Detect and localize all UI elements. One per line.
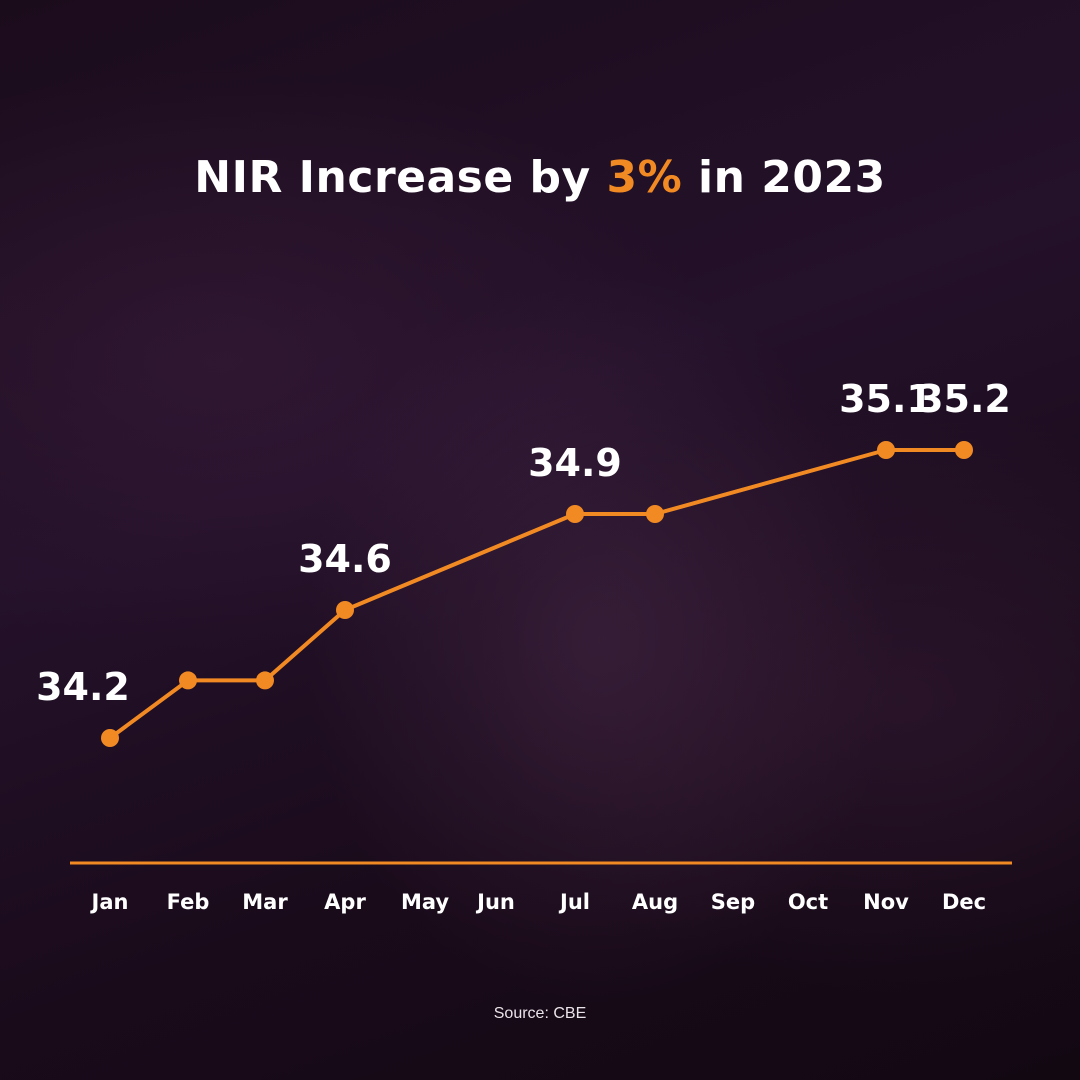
- x-tick-label: Feb: [167, 890, 210, 914]
- data-label: 34.2: [36, 665, 130, 709]
- x-tick-label: Mar: [242, 890, 288, 914]
- data-point: [646, 505, 664, 523]
- data-point: [179, 671, 197, 690]
- x-tick-label: Jan: [90, 890, 129, 914]
- data-point: [877, 441, 895, 459]
- x-tick-label: Sep: [711, 890, 755, 914]
- title-suffix: in 2023: [682, 152, 886, 203]
- x-tick-label: Dec: [942, 890, 986, 914]
- source-note: Source: CBE: [493, 1005, 587, 1022]
- data-label: 34.6: [298, 537, 392, 581]
- data-label: 35.1: [839, 377, 933, 421]
- x-tick-label: Apr: [324, 890, 366, 914]
- data-point: [955, 441, 973, 459]
- x-tick-label: Nov: [863, 890, 909, 914]
- data-label: 34.9: [528, 441, 622, 485]
- x-tick-label: Jun: [475, 890, 515, 914]
- data-point: [566, 505, 584, 523]
- data-point: [336, 601, 354, 619]
- data-point: [101, 729, 119, 747]
- x-tick-label: Jul: [558, 890, 590, 914]
- data-labels: 34.2 34.6 34.9 35.135.2: [36, 377, 1011, 709]
- x-tick-label: Oct: [788, 890, 828, 914]
- x-tick-labels: Jan Feb Mar Apr May Jun Jul Aug Sep Oct Nov Dec: [90, 890, 987, 914]
- title-prefix: NIR Increase by: [194, 152, 607, 203]
- series-line: [108, 448, 966, 740]
- data-label: 35.2: [917, 377, 1011, 421]
- title-highlight: 3%: [606, 152, 683, 203]
- data-points: [101, 441, 973, 747]
- x-tick-label: May: [401, 890, 449, 914]
- x-tick-label: Aug: [632, 890, 678, 914]
- chart-title: NIR Increase by 3% in 2023: [0, 152, 1080, 203]
- data-point: [256, 671, 274, 690]
